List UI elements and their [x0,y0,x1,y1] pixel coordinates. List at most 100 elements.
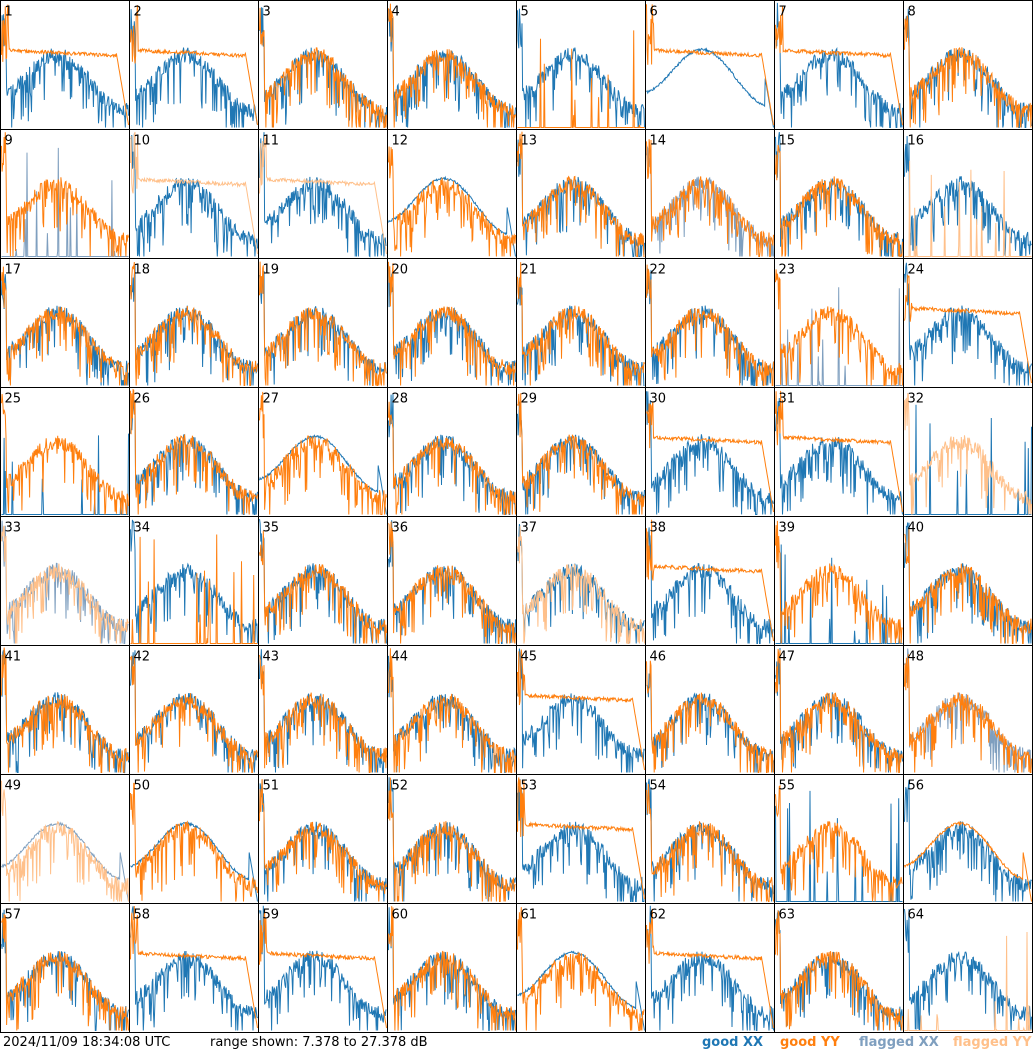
panel-5: 5 [516,0,646,130]
panel-frame [774,387,904,517]
panel-53: 53 [516,774,646,904]
panel-label: 9 [5,134,13,149]
series-yy-good [1,266,129,386]
panel-label: 34 [134,521,151,536]
series-yy-good [904,274,1032,384]
panel-21: 21 [516,258,646,388]
legend-good-yy: good YY [780,1035,840,1050]
panel-64: 64 [903,903,1033,1033]
panel-label: 15 [779,134,796,149]
panel-1: 1 [0,0,130,130]
panel-29: 29 [516,387,646,517]
series-yy-good [646,783,774,902]
series-yy-good [904,654,1032,773]
panel-44: 44 [387,645,517,775]
footer: 2024/11/09 18:34:08 UTC range shown: 7.3… [0,1033,1033,1053]
series-yy-good [1,132,129,257]
series-yy-flagged [259,135,387,255]
series-yy-good [259,530,387,644]
panel-label: 26 [134,392,151,407]
panel-label: 27 [263,392,280,407]
series-xx-good [517,8,645,128]
series-yy-good [1,4,129,126]
panel-23: 23 [774,258,904,388]
panel-57: 57 [0,903,130,1033]
panel-label: 18 [134,263,151,278]
panel-50: 50 [129,774,259,904]
panel-label: 5 [521,5,529,20]
panel-label: 29 [521,392,538,407]
panel-label: 2 [134,5,142,20]
panel-label: 13 [521,134,538,149]
series-yy-good [904,528,1032,644]
panel-28: 28 [387,387,517,517]
panel-16: 16 [903,129,1033,259]
series-yy-good [646,519,774,642]
panel-43: 43 [258,645,388,775]
panel-frame [387,645,517,775]
panel-label: 31 [779,392,796,407]
series-yy-good [130,655,258,773]
panel-label: 12 [392,134,409,149]
panel-15: 15 [774,129,904,259]
panel-61: 61 [516,903,646,1033]
series-xx-good [775,2,903,128]
panel-20: 20 [387,258,517,388]
panel-33: 33 [0,516,130,646]
series-yy-good [388,521,516,644]
series-yy-good [130,782,258,902]
panel-36: 36 [387,516,517,646]
series-yy-flagged [904,160,1032,257]
panel-label: 37 [521,521,538,536]
panel-8: 8 [903,0,1033,130]
panel-label: 21 [521,263,538,278]
series-yy-good [517,30,645,128]
series-yy-good [517,131,645,257]
panel-label: 50 [134,779,151,794]
panel-frame [645,0,775,130]
series-xx-good [388,8,516,128]
series-xx-good [517,779,645,902]
panel-46: 46 [645,645,775,775]
panel-label: 45 [521,650,538,665]
series-yy-good [646,264,774,386]
panel-39: 39 [774,516,904,646]
series-xx-flagged [1,147,129,257]
panel-label: 4 [392,5,400,20]
series-yy-good [646,908,774,1029]
series-yy-good [259,910,387,1029]
series-xx-good [775,790,903,902]
panel-label: 33 [5,521,22,536]
panel-26: 26 [129,387,259,517]
panel-45: 45 [516,645,646,775]
series-yy-good [259,779,387,902]
panel-7: 7 [774,0,904,130]
series-yy-good [517,907,645,1031]
series-xx-good [259,905,387,1031]
panel-2: 2 [129,0,259,130]
series-xx-good [259,132,387,258]
panel-label: 32 [908,392,925,407]
panel-frame [0,903,130,1033]
panel-frame [645,774,775,904]
panel-label: 63 [779,908,796,923]
panel-label: 36 [392,521,409,536]
series-xx-good [904,262,1032,386]
series-yy-good [646,139,774,257]
legend-good-xx: good XX [702,1035,764,1050]
panel-14: 14 [645,129,775,259]
series-xx-good [646,527,774,644]
series-yy-good [1,913,129,1031]
panel-11: 11 [258,129,388,259]
panel-label: 57 [5,908,22,923]
panel-31: 31 [774,387,904,517]
series-yy-good [517,777,645,900]
legend-flagged-xx: flagged XX [859,1035,939,1050]
series-xx-good [904,779,1032,902]
panel-22: 22 [645,258,775,388]
panel-label: 58 [134,908,151,923]
series-yy-good [775,909,903,1031]
panel-18: 18 [129,258,259,388]
series-yy-good [388,261,516,386]
series-yy-good [775,390,903,513]
